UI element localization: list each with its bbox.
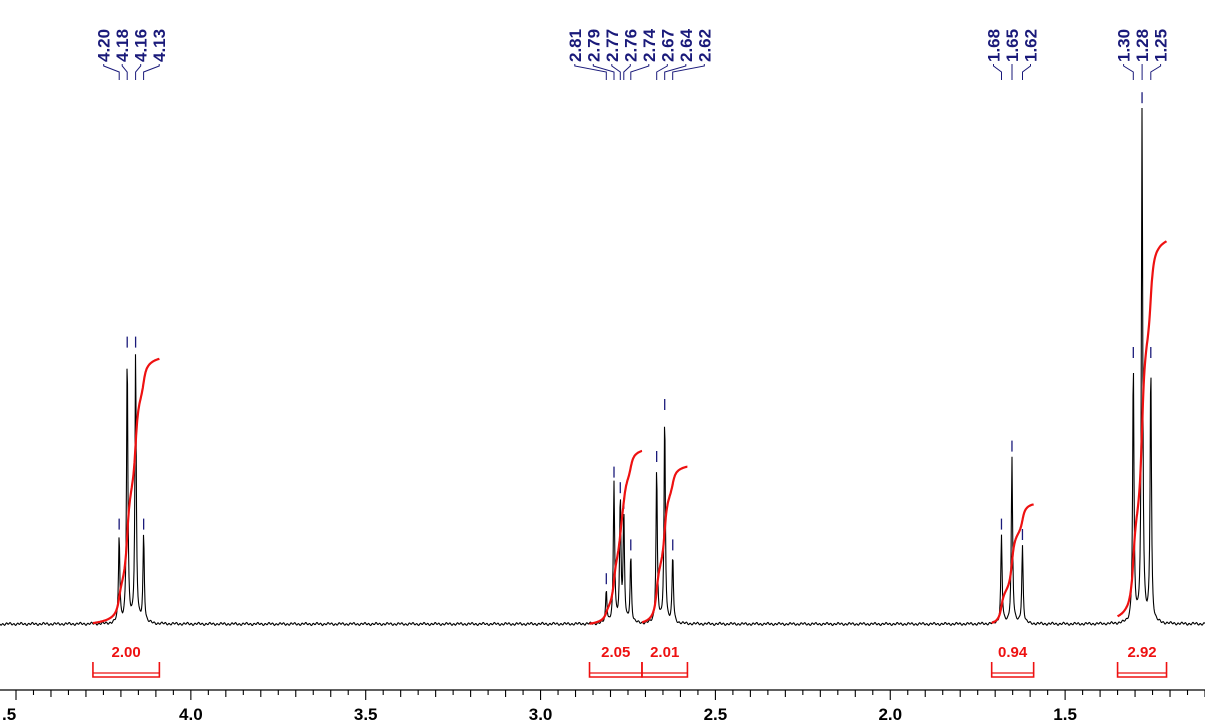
x-tick-label: 2.5 bbox=[704, 705, 728, 724]
integral-brackets: 2.00 2.05 2.01 0.94 2.92 bbox=[92, 644, 1168, 678]
integral-value: 2.00 bbox=[112, 644, 141, 661]
integral-curves bbox=[92, 240, 1168, 625]
peak-label: 2.81 bbox=[566, 29, 585, 62]
peak-connector bbox=[135, 64, 142, 80]
peak-label: 2.67 bbox=[658, 29, 677, 62]
peak-connector bbox=[592, 64, 615, 80]
spectrum-trace bbox=[0, 107, 1205, 627]
integral-bracket bbox=[588, 662, 643, 678]
integral-value: 2.01 bbox=[650, 644, 679, 661]
peak-connector bbox=[1123, 64, 1134, 80]
x-tick-label: 2.0 bbox=[878, 705, 902, 724]
integral-bracket bbox=[641, 662, 689, 678]
peak-connector bbox=[993, 64, 1002, 80]
peak-label: 1.28 bbox=[1133, 29, 1152, 62]
peak-label: 4.20 bbox=[95, 29, 114, 62]
x-tick-label: 4.0 bbox=[179, 705, 203, 724]
peak-connector bbox=[630, 64, 650, 80]
peak-markers bbox=[118, 92, 1152, 585]
x-tick-label: 3.0 bbox=[529, 705, 553, 724]
peak-connector bbox=[121, 64, 128, 80]
peak-label: 2.76 bbox=[621, 29, 640, 62]
x-axis: .5 4.0 3.5 3.0 2.5 2.0 1.5 bbox=[0, 689, 1205, 724]
peak-connector bbox=[574, 64, 607, 80]
integral-value: 0.94 bbox=[998, 644, 1028, 661]
peak-connector bbox=[611, 64, 621, 80]
integral-bracket bbox=[1116, 662, 1168, 678]
integral-curve bbox=[589, 449, 643, 625]
peak-labels: 4.20 4.18 4.16 4.13 2.81 2.79 2.77 2.76 2.74 2.67… bbox=[95, 28, 1171, 80]
peak-connector bbox=[656, 64, 668, 80]
peak-label: 1.25 bbox=[1152, 29, 1171, 62]
peak-connector bbox=[143, 64, 160, 80]
peak-label: 4.13 bbox=[150, 29, 169, 62]
peak-label: 1.30 bbox=[1115, 29, 1134, 62]
peak-connector bbox=[672, 64, 705, 80]
peak-connector bbox=[664, 64, 687, 80]
peak-label: 1.62 bbox=[1021, 29, 1040, 62]
integral-value: 2.92 bbox=[1127, 644, 1156, 661]
x-tick-label: 3.5 bbox=[354, 705, 378, 724]
integral-bracket bbox=[990, 662, 1035, 678]
integral-bracket bbox=[92, 662, 161, 678]
peak-label: 2.74 bbox=[640, 28, 659, 62]
integral-value: 2.05 bbox=[601, 644, 630, 661]
peak-connector bbox=[623, 64, 631, 80]
integral-curve bbox=[641, 465, 688, 624]
peak-connector bbox=[103, 64, 120, 80]
integral-curve bbox=[1116, 240, 1168, 618]
x-tick-label: 1.5 bbox=[1053, 705, 1077, 724]
peak-connector bbox=[1150, 64, 1162, 80]
peak-label: 2.62 bbox=[695, 29, 714, 62]
x-tick-label: .5 bbox=[2, 705, 16, 724]
peak-label: 2.77 bbox=[603, 29, 622, 62]
peak-label: 2.79 bbox=[584, 29, 603, 62]
integral-curve bbox=[991, 503, 1034, 624]
peak-label: 4.18 bbox=[113, 29, 132, 62]
peak-label: 1.65 bbox=[1003, 29, 1022, 62]
peak-label: 4.16 bbox=[132, 29, 151, 62]
peak-label: 2.64 bbox=[677, 28, 696, 62]
peak-connector bbox=[1022, 64, 1031, 80]
integral-curve bbox=[92, 357, 160, 625]
peak-label: 1.68 bbox=[984, 29, 1003, 62]
